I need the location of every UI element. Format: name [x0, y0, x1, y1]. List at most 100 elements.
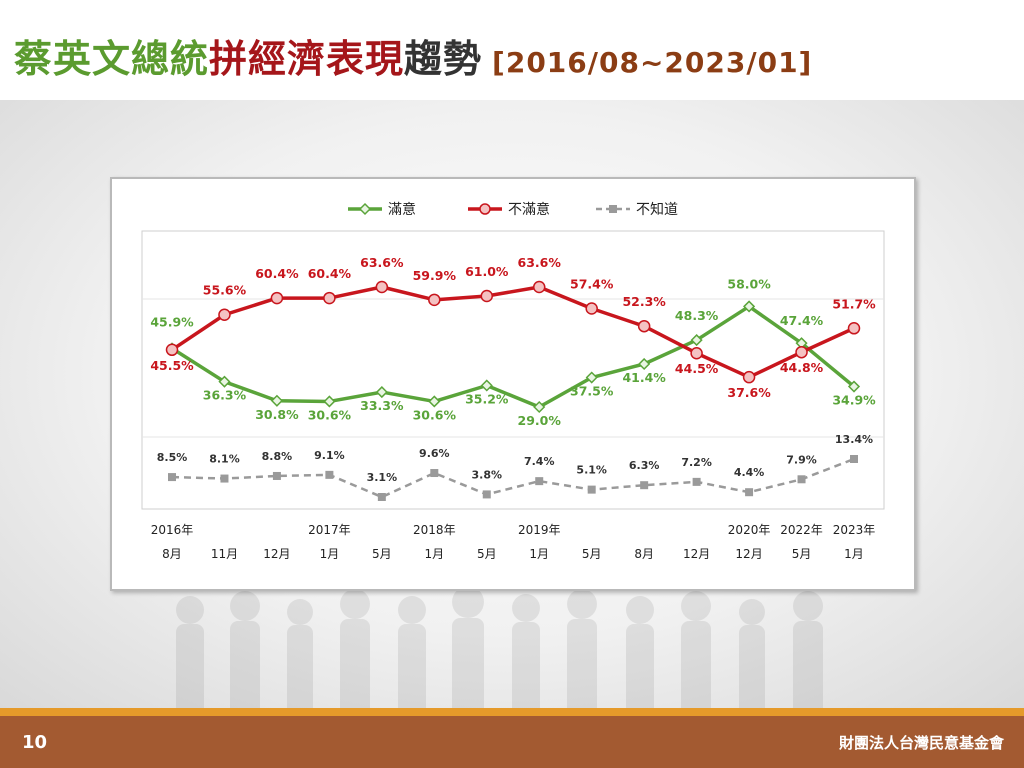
data-point-satisfied — [690, 334, 703, 347]
chart-frame: 45.9% 36.3% 30.8% 30.6% 33.3% 30.6% 35.2% 29.0%… — [110, 177, 916, 591]
title-segment-trend: 趨勢 — [404, 37, 483, 81]
x-tick-label-month: 5月 — [792, 547, 812, 561]
data-point-satisfied — [847, 380, 861, 393]
data-point-satisfied — [218, 375, 231, 388]
data-point-unknown — [272, 471, 281, 480]
data-label-satisfied: 47.4% — [780, 313, 824, 328]
data-label-satisfied: 58.0% — [727, 276, 771, 291]
data-label-unknown: 3.1% — [367, 471, 398, 484]
data-label-unknown: 4.4% — [734, 466, 765, 479]
data-label-unknown: 8.1% — [209, 453, 240, 466]
data-point-unknown — [325, 470, 334, 479]
data-label-dissatisfied: 44.5% — [675, 361, 719, 376]
data-point-satisfied — [375, 386, 388, 399]
data-label-unknown: 8.5% — [157, 451, 188, 464]
x-tick-label-month: 12月 — [683, 547, 710, 561]
x-tick-label-year: 2017年 — [308, 523, 351, 537]
x-tick-label-month: 1月 — [529, 547, 549, 561]
data-point-dissatisfied — [742, 370, 756, 384]
data-point-unknown — [692, 477, 701, 486]
data-point-dissatisfied — [270, 291, 284, 305]
data-point-unknown — [587, 485, 596, 494]
data-label-unknown: 3.8% — [472, 468, 503, 481]
x-tick-label-month: 11月 — [211, 547, 238, 561]
data-label-dissatisfied: 37.6% — [727, 385, 771, 400]
data-label-unknown: 7.2% — [681, 456, 712, 469]
data-point-unknown — [850, 455, 858, 463]
data-point-unknown — [482, 490, 491, 499]
legend-marker-dissatisfied — [479, 203, 491, 215]
data-label-dissatisfied: 44.8% — [780, 360, 824, 375]
data-label-dissatisfied: 60.4% — [308, 266, 352, 281]
data-point-dissatisfied — [165, 343, 179, 357]
data-label-dissatisfied: 63.6% — [518, 255, 562, 270]
data-label-unknown: 9.6% — [419, 447, 450, 460]
data-label-satisfied: 30.8% — [255, 407, 299, 422]
data-point-unknown — [430, 469, 439, 478]
x-tick-label-month: 8月 — [634, 547, 654, 561]
data-point-dissatisfied — [428, 293, 441, 307]
data-point-unknown — [745, 488, 754, 497]
series-line-satisfied — [171, 304, 856, 409]
data-point-dissatisfied — [795, 345, 808, 359]
legend-marker-satisfied — [358, 202, 372, 216]
data-label-unknown: 13.4% — [835, 433, 873, 446]
data-point-satisfied — [585, 371, 598, 384]
data-label-dissatisfied: 55.6% — [203, 283, 247, 298]
legend-label-satisfied: 滿意 — [388, 201, 416, 218]
x-tick-label-month: 5月 — [582, 547, 602, 561]
x-tick-label-month: 5月 — [372, 547, 392, 561]
plot-area-border — [141, 230, 885, 510]
data-label-dissatisfied: 60.4% — [255, 266, 299, 281]
data-label-satisfied: 36.3% — [203, 388, 247, 403]
data-point-satisfied — [638, 357, 651, 371]
data-label-satisfied: 29.0% — [518, 413, 562, 428]
data-label-unknown: 5.1% — [576, 464, 607, 477]
x-tick-label-month: 12月 — [263, 547, 290, 561]
data-label-dissatisfied: 57.4% — [570, 277, 614, 292]
data-label-unknown: 7.9% — [786, 453, 817, 466]
page-number: 10 — [22, 732, 48, 753]
slide-title: 蔡英文總統拼經濟表現趨勢 [2016/08~2023/01] — [14, 28, 812, 83]
crowd-silhouette-image — [176, 586, 823, 708]
line-chart: 45.9% 36.3% 30.8% 30.6% 33.3% 30.6% 35.2% 29.0%… — [141, 201, 885, 561]
data-label-dissatisfied: 61.0% — [465, 264, 509, 279]
data-point-satisfied — [270, 394, 283, 407]
x-tick-label-month: 1月 — [424, 547, 444, 561]
title-segment-economy: 拼經濟表現 — [209, 37, 405, 81]
data-point-unknown — [640, 481, 649, 490]
data-point-dissatisfied — [218, 308, 231, 321]
title-date-range: [2016/08~2023/01] — [492, 46, 813, 79]
x-tick-label-year: 2018年 — [413, 523, 456, 537]
data-label-dissatisfied: 51.7% — [832, 296, 876, 311]
footer: 10 財團法人台灣民意基金會 — [0, 716, 1024, 768]
series-line-unknown — [171, 457, 855, 499]
data-point-unknown — [797, 475, 806, 484]
data-label-dissatisfied: 63.6% — [360, 255, 404, 270]
data-label-unknown: 7.4% — [524, 455, 555, 468]
data-point-dissatisfied — [847, 322, 861, 335]
data-label-satisfied: 33.3% — [360, 398, 404, 413]
organization-name: 財團法人台灣民意基金會 — [838, 734, 1004, 752]
x-tick-label-year: 2022年 — [780, 523, 823, 537]
data-point-satisfied — [323, 395, 336, 408]
data-point-satisfied — [428, 395, 441, 408]
data-point-unknown — [168, 473, 176, 482]
data-label-satisfied: 37.5% — [570, 384, 614, 399]
data-label-dissatisfied: 45.5% — [150, 358, 194, 373]
data-label-satisfied: 30.6% — [308, 407, 352, 422]
data-label-unknown: 8.8% — [262, 450, 293, 463]
data-point-unknown — [377, 493, 386, 501]
legend-label-dissatisfied: 不滿意 — [508, 201, 550, 218]
title-bar: 蔡英文總統拼經濟表現趨勢 [2016/08~2023/01] — [0, 0, 1024, 100]
legend-marker-unknown — [609, 205, 617, 213]
data-label-satisfied: 48.3% — [675, 308, 719, 323]
x-tick-label-month: 8月 — [162, 547, 182, 561]
data-point-dissatisfied — [690, 346, 703, 360]
data-point-unknown — [535, 477, 544, 486]
data-point-dissatisfied — [480, 289, 494, 303]
x-tick-label-month: 5月 — [477, 547, 497, 561]
x-tick-label-month: 12月 — [735, 547, 762, 561]
title-segment-president: 蔡英文總統 — [14, 37, 210, 81]
x-tick-label-year: 2019年 — [518, 523, 561, 537]
